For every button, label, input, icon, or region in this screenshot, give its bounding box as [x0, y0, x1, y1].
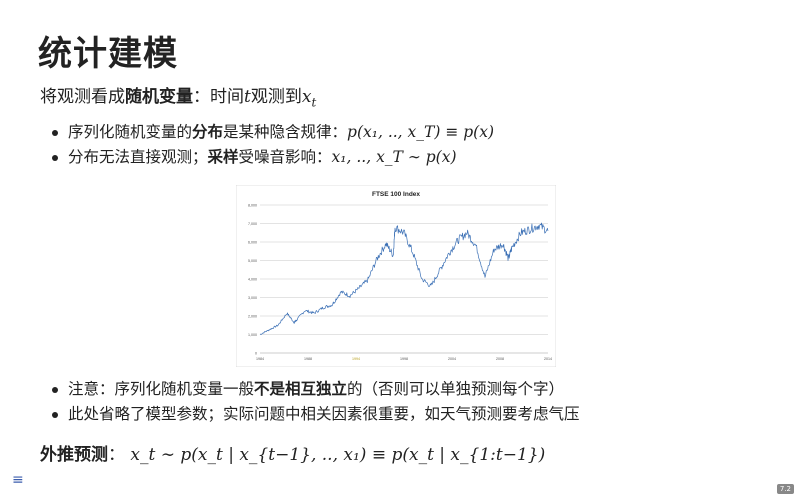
x-tick-label: 1988 [304, 357, 312, 361]
intro-text-pre: 将观测看成 [40, 87, 125, 107]
series-line [259, 222, 549, 335]
bullet-item: 注意：序列化随机变量一般不是相互独立的（否则可以单独预测每个字） [50, 377, 580, 402]
chart-series [259, 222, 549, 335]
page-title: 统计建模 [38, 34, 178, 74]
chart-frame [236, 185, 556, 367]
formula: x₁, .., x_T ∼ p(x) [331, 148, 457, 166]
bullet-item: 序列化随机变量的分布是某种隐含规律：p(x₁, .., x_T) ≡ p(x) [50, 120, 494, 145]
y-tick-label: 1,000 [248, 333, 257, 337]
bullet-item: 分布无法直接观测；采样受噪音影响：x₁, .., x_T ∼ p(x) [50, 145, 494, 170]
intro-math-x: xt [301, 87, 317, 110]
page-number: 7.2 [776, 484, 794, 494]
prediction-line: 外推预测： x_t ∼ p(x_t | x_{t−1}, .., x₁) ≡ p… [40, 445, 546, 465]
bullet-list-notes: 注意：序列化随机变量一般不是相互独立的（否则可以单独预测每个字） 此处省略了模型… [50, 377, 580, 427]
bullet-list-distribution: 序列化随机变量的分布是某种隐含规律：p(x₁, .., x_T) ≡ p(x) … [50, 120, 494, 170]
x-tick-label: 1998 [400, 357, 408, 361]
intro-line: 将观测看成随机变量：时间t观测到xt [40, 82, 316, 109]
y-tick-label: 2,000 [248, 315, 257, 319]
chart-title: FTSE 100 Index [372, 191, 420, 198]
ftse-chart: FTSE 100 Index 0 1,000 2,000 3,000 4,000 5,00… [236, 185, 556, 367]
y-tick-label: 4,000 [248, 278, 257, 282]
y-tick-label: 8,000 [248, 204, 257, 208]
y-tick-label: 5,000 [248, 259, 257, 263]
y-tick-label: 6,000 [248, 241, 257, 245]
intro-math-t: t [244, 87, 251, 107]
x-tick-label: 2014 [544, 357, 552, 361]
chart-x-ticks: 1984 1988 1994 1998 2004 2008 2014 [256, 357, 552, 361]
menu-icon[interactable]: ≡ [12, 472, 24, 488]
intro-text-mid: 观测到 [250, 87, 302, 107]
intro-text-post: ：时间 [193, 87, 244, 107]
y-tick-label: 0 [255, 352, 257, 356]
x-tick-label: 1984 [256, 357, 264, 361]
x-tick-label: 1994 [352, 357, 360, 361]
y-tick-label: 7,000 [248, 222, 257, 226]
chart-y-ticks: 0 1,000 2,000 3,000 4,000 5,000 6,000 7,000 8,00… [248, 204, 257, 356]
bullet-item: 此处省略了模型参数；实际问题中相关因素很重要，如天气预测要考虑气压 [50, 402, 580, 427]
y-tick-label: 3,000 [248, 296, 257, 300]
prediction-label: 外推预测 [40, 445, 108, 465]
prediction-formula: x_t ∼ p(x_t | x_{t−1}, .., x₁) ≡ p(x_t |… [130, 445, 546, 465]
intro-text-bold: 随机变量 [125, 87, 193, 107]
formula: p(x₁, .., x_T) ≡ p(x) [347, 123, 495, 141]
x-tick-label: 2004 [448, 357, 456, 361]
chart-gridlines [260, 204, 548, 354]
x-tick-label: 2008 [496, 357, 504, 361]
